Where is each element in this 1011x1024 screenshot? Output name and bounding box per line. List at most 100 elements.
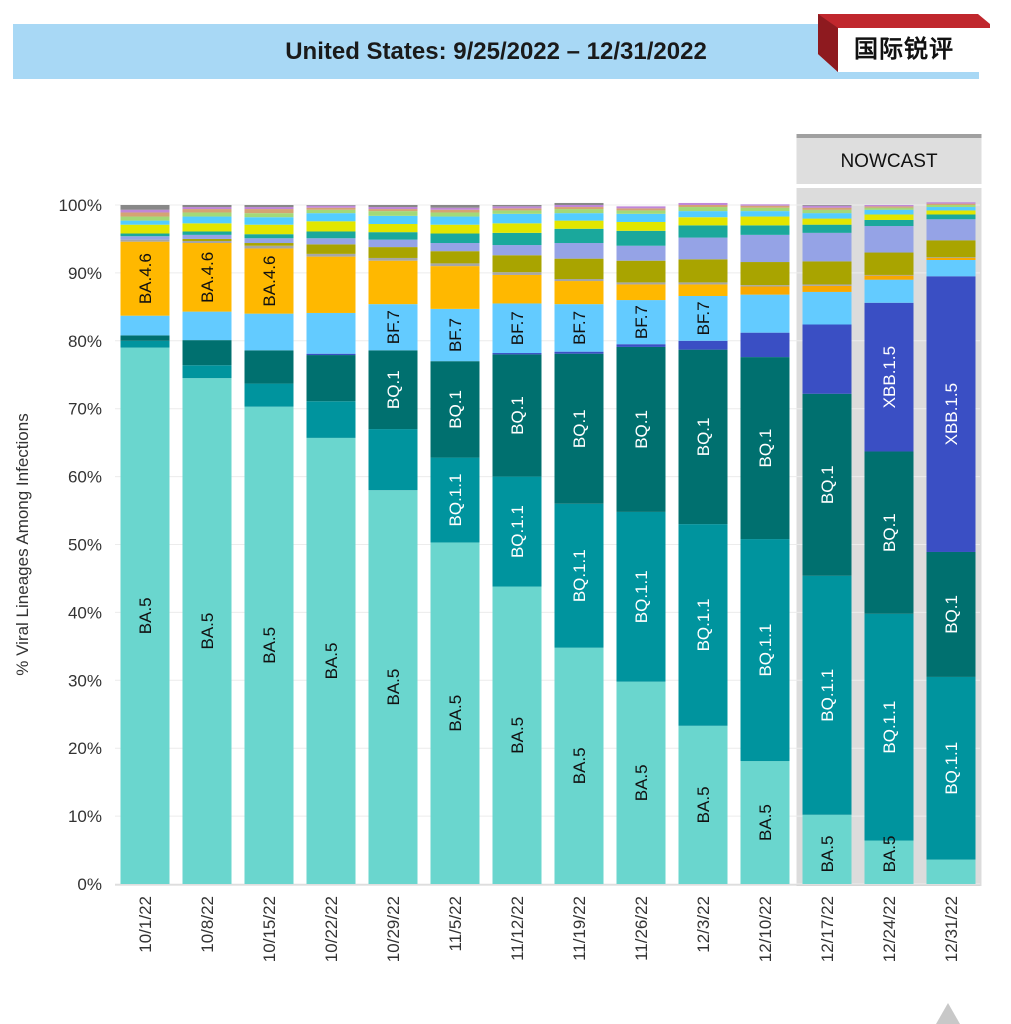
bar-segment bbox=[678, 217, 728, 226]
x-tick-label: 12/24/22 bbox=[880, 896, 899, 962]
bar-segment bbox=[430, 361, 480, 458]
bar-segment bbox=[802, 209, 852, 214]
bar-segment bbox=[430, 542, 480, 884]
bar-segment bbox=[182, 231, 232, 235]
bar-segment bbox=[740, 286, 790, 295]
bar-segment bbox=[864, 274, 914, 276]
bar-segment bbox=[492, 303, 542, 354]
segment-label: BQ.1.1 bbox=[508, 505, 527, 558]
bar-segment bbox=[554, 220, 604, 229]
bar-segment bbox=[926, 257, 976, 260]
bar-segment bbox=[802, 285, 852, 292]
bar-segment bbox=[492, 208, 542, 211]
bar-segment bbox=[616, 213, 666, 222]
bar-segment bbox=[430, 207, 480, 210]
bar-segment bbox=[864, 214, 914, 220]
bar-segment bbox=[306, 253, 356, 257]
bar-segment bbox=[926, 207, 976, 211]
bar-segment bbox=[926, 257, 976, 258]
segment-label: BQ.1.1 bbox=[632, 570, 651, 623]
bar-segment bbox=[306, 221, 356, 232]
bar-segment bbox=[430, 216, 480, 225]
bar-segment bbox=[802, 205, 852, 208]
bar-segment bbox=[182, 234, 232, 239]
bar-segment bbox=[492, 213, 542, 224]
y-tick-label: 100% bbox=[59, 196, 102, 215]
nowcast-header-rule bbox=[796, 134, 982, 138]
y-tick-label: 50% bbox=[68, 536, 102, 555]
logo: 国际锐评 bbox=[818, 14, 990, 72]
bar-segment bbox=[430, 251, 480, 264]
nowcast-header bbox=[796, 138, 982, 184]
segment-label: BF.7 bbox=[384, 310, 403, 344]
bar-segment bbox=[554, 351, 604, 354]
bar-segment bbox=[368, 350, 418, 430]
segment-label: BQ.1 bbox=[632, 410, 651, 449]
bar-segment bbox=[740, 211, 790, 217]
bar-segment bbox=[678, 259, 728, 283]
segment-label: BA.5 bbox=[632, 764, 651, 801]
segment-label: BA.5 bbox=[818, 836, 837, 873]
bar-segment bbox=[182, 238, 232, 241]
bar-segment bbox=[678, 295, 728, 341]
bar-segment bbox=[926, 203, 976, 205]
bar-segment bbox=[120, 212, 170, 217]
bar-segment bbox=[306, 353, 356, 356]
bar-segment bbox=[182, 205, 232, 208]
logo-flag-icon bbox=[818, 14, 990, 72]
x-tick-label: 10/15/22 bbox=[260, 896, 279, 962]
bar-segment bbox=[244, 205, 294, 208]
bar-segment bbox=[182, 209, 232, 213]
bar-segment bbox=[678, 207, 728, 212]
bar-segment bbox=[306, 244, 356, 254]
bar-segment bbox=[926, 859, 976, 884]
bar-segment bbox=[306, 238, 356, 245]
segment-label: BA.5 bbox=[756, 804, 775, 841]
bar-segment bbox=[368, 304, 418, 351]
bar-segment bbox=[678, 237, 728, 260]
bar-segment bbox=[926, 202, 976, 204]
segment-label: BA.5 bbox=[260, 627, 279, 664]
bar-segment bbox=[802, 207, 852, 210]
bar-segment bbox=[802, 205, 852, 206]
bar-segment bbox=[802, 393, 852, 576]
segment-label: BQ.1 bbox=[818, 465, 837, 504]
bar-segment bbox=[926, 676, 976, 860]
bar-segment bbox=[430, 266, 480, 309]
bar-segment bbox=[120, 241, 170, 316]
bar-segment bbox=[492, 586, 542, 884]
bar-segment bbox=[306, 401, 356, 438]
bar-segment bbox=[306, 256, 356, 313]
segment-label: BQ.1.1 bbox=[446, 474, 465, 527]
y-tick-label: 30% bbox=[68, 671, 102, 690]
bar-segment bbox=[864, 252, 914, 275]
bar-segment bbox=[802, 218, 852, 225]
bar-segment bbox=[864, 205, 914, 207]
bar-segment bbox=[740, 761, 790, 884]
bar-segment bbox=[182, 243, 232, 312]
segment-label: BA.5 bbox=[198, 613, 217, 650]
segment-label: BQ.1.1 bbox=[942, 742, 961, 795]
bar-segment bbox=[802, 814, 852, 884]
bar-segment bbox=[864, 302, 914, 452]
segment-label: BQ.1 bbox=[570, 409, 589, 448]
bar-segment bbox=[492, 206, 542, 209]
segment-label: BA.5 bbox=[694, 786, 713, 823]
scroll-up-icon[interactable] bbox=[936, 1003, 960, 1024]
bar-segment bbox=[368, 257, 418, 261]
bar-segment bbox=[492, 255, 542, 273]
segment-label: BA.4.6 bbox=[198, 252, 217, 303]
bar-segment bbox=[306, 213, 356, 222]
bar-segment bbox=[554, 209, 604, 214]
bar-segment bbox=[616, 230, 666, 246]
bar-segment bbox=[430, 224, 480, 234]
bar-segment bbox=[306, 355, 356, 402]
segment-label: BA.5 bbox=[136, 597, 155, 634]
bar-segment bbox=[616, 208, 666, 211]
bar-segment bbox=[616, 284, 666, 301]
bar-segment bbox=[120, 236, 170, 240]
segment-label: BQ.1 bbox=[694, 418, 713, 457]
bar-segment bbox=[492, 274, 542, 304]
segment-label: BF.7 bbox=[632, 305, 651, 339]
segment-label: BF.7 bbox=[446, 318, 465, 352]
